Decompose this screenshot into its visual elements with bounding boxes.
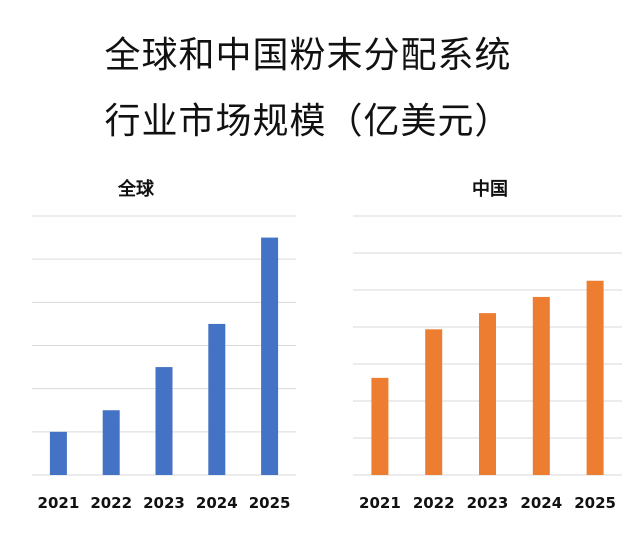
chart-title-line-2: 行业市场规模（亿美元） [104, 101, 512, 142]
china-bar-2024 [532, 296, 550, 475]
china-bar-2025 [586, 280, 604, 475]
global-bar-2025 [261, 237, 279, 475]
global-x-tick-label: 2022 [90, 494, 132, 512]
china-bar-2022 [425, 329, 443, 475]
china-x-tick-label: 2025 [574, 494, 616, 512]
china-bar-2023 [479, 313, 496, 475]
global-x-tick-label: 2024 [196, 494, 238, 512]
china-bar-2021 [371, 377, 389, 475]
global-bar-2023 [155, 367, 173, 475]
global-bar-2024 [208, 323, 226, 475]
china-chart-title: 中国 [472, 179, 508, 200]
global-bar-2022 [102, 410, 120, 475]
global-x-tick-label: 2021 [38, 494, 80, 512]
china-x-tick-label: 2024 [520, 494, 562, 512]
china-x-tick-label: 2022 [413, 494, 455, 512]
global-x-tick-label: 2025 [249, 494, 291, 512]
global-x-tick-label: 2023 [143, 494, 185, 512]
global-bar-2021 [49, 431, 67, 475]
global-chart-title: 全球 [118, 179, 154, 200]
china-x-tick-label: 2023 [467, 494, 509, 512]
china-x-tick-label: 2021 [359, 494, 401, 512]
chart-title-line-1: 全球和中国粉末分配系统 [104, 35, 512, 76]
